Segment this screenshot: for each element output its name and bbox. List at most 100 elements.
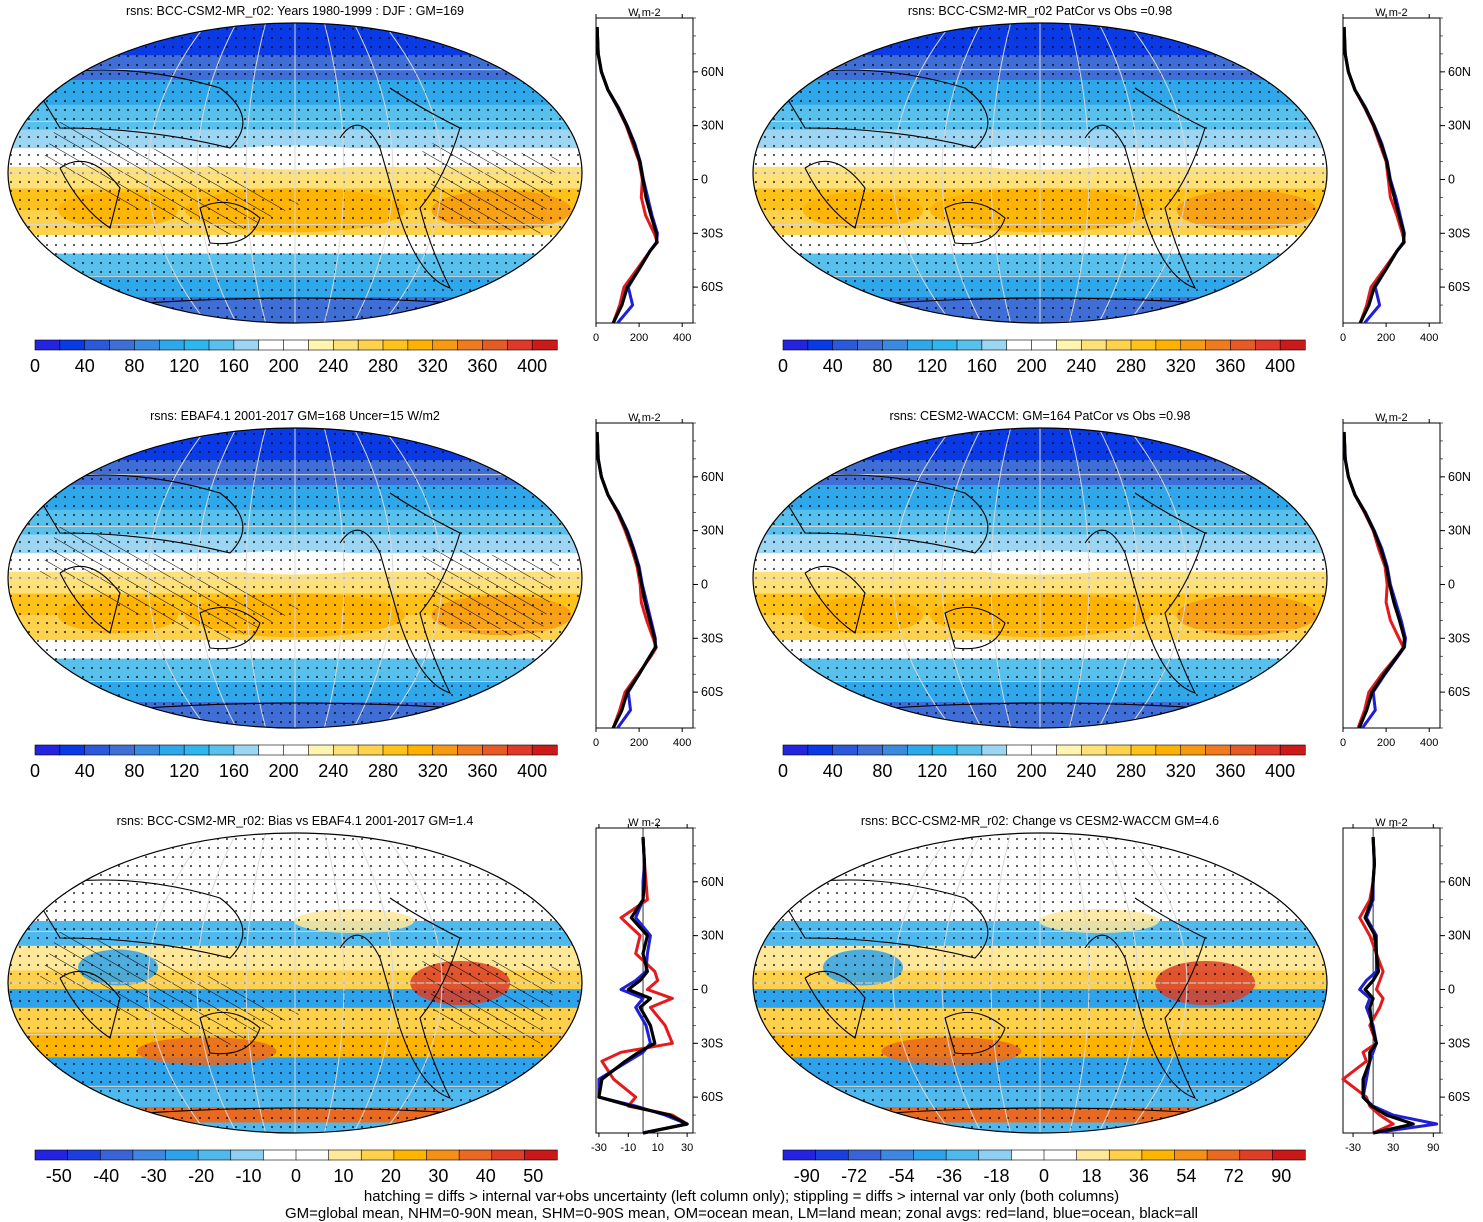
colorbar-label: 240: [318, 761, 348, 781]
graticule-line: [196, 833, 240, 1133]
coastline: [804, 160, 866, 229]
map-chart: [7, 832, 583, 1134]
colorbar-swatch: [531, 339, 558, 351]
x-tick-label: 0: [593, 332, 599, 344]
units-label: W m-2: [628, 817, 660, 829]
colorbar-swatch: [109, 339, 136, 351]
x-tick-label: 400: [1420, 332, 1438, 344]
colorbar-swatch: [357, 339, 384, 351]
graticule-line: [892, 833, 957, 1133]
x-tick-label: 90: [1427, 1142, 1439, 1154]
units-label: W m-2: [1375, 7, 1407, 19]
graticule-line: [350, 428, 394, 728]
coastline: [1084, 897, 1206, 1099]
profile-frame: [595, 17, 694, 324]
colorbar-swatch: [981, 339, 1008, 351]
colorbar-swatch: [847, 1149, 882, 1161]
colorbar-label: 40: [823, 761, 843, 781]
colorbar-label: 160: [967, 356, 997, 376]
map-field: [753, 23, 1327, 323]
colorbar-swatch: [1076, 1149, 1110, 1161]
footer-note-2: GM=global mean, NHM=0-90N mean, SHM=0-90…: [284, 1205, 1198, 1222]
colorbar-swatch: [332, 339, 359, 351]
zonal-line-all: [597, 836, 689, 1135]
colorbar-label: 40: [75, 761, 95, 781]
graticule-line: [147, 23, 212, 323]
x-tick-label: -30: [1345, 1142, 1361, 1154]
coastline: [774, 69, 989, 149]
graticule-line: [245, 833, 268, 1133]
colorbar-swatch: [1006, 339, 1033, 351]
colorbar-swatch: [981, 744, 1008, 756]
colorbar-swatch: [197, 1149, 232, 1161]
colorbar-swatch: [134, 339, 160, 351]
lat-tick-label: 30S: [701, 226, 723, 240]
colorbar-swatch: [99, 1149, 134, 1161]
zonal-line-all: [1361, 836, 1415, 1135]
coastline: [59, 160, 121, 229]
colorbar-swatch: [931, 744, 958, 756]
graticule-line: [350, 833, 394, 1133]
zonal-profile-chart: 0 200 400 W m-2 60N 30N 0 30S 60S: [593, 412, 724, 749]
map-border: [752, 832, 1328, 1134]
field-anomaly: [1236, 1112, 1316, 1133]
colorbar-swatch: [1031, 744, 1058, 756]
colorbar-label: 320: [1166, 761, 1196, 781]
coastline: [199, 606, 261, 650]
coastline: [199, 1011, 261, 1055]
colorbar-label: -72: [841, 1166, 867, 1186]
colorbar-swatch: [1130, 744, 1157, 756]
panel-title: rsns: BCC-CSM2-MR_r02: Change vs CESM2-W…: [860, 814, 1220, 828]
graticule-line: [990, 833, 1013, 1133]
colorbar-swatch: [233, 339, 260, 351]
panel-title: rsns: BCC-CSM2-MR_r02: Bias vs EBAF4.1 2…: [116, 814, 474, 828]
map-field: [753, 833, 1327, 1133]
colorbar-swatch: [233, 744, 260, 756]
graticule-line: [892, 428, 957, 728]
coastline: [339, 492, 461, 694]
graticule-line: [941, 23, 985, 323]
colorbar: 0 40 80 120 160 200 240 280 320 360 400: [30, 339, 558, 376]
colorbar-swatch: [458, 1149, 493, 1161]
units-label: W m-2: [1375, 817, 1407, 829]
lat-tick-label: 60S: [701, 1090, 723, 1104]
colorbar-label: 400: [1265, 356, 1295, 376]
colorbar-swatch: [482, 339, 508, 351]
colorbar-swatch: [283, 339, 310, 351]
colorbar-swatch: [1130, 339, 1157, 351]
colorbar-swatch: [482, 744, 508, 756]
colorbar-label: 360: [1215, 356, 1245, 376]
colorbar-swatch: [357, 744, 384, 756]
graticule-line: [1095, 833, 1139, 1133]
colorbar-swatch: [34, 339, 61, 351]
colorbar-label: 120: [169, 761, 199, 781]
colorbar-label: 320: [418, 356, 448, 376]
map-field: [8, 23, 582, 323]
coastline: [29, 879, 244, 959]
graticule-line: [196, 428, 240, 728]
colorbar-label: -10: [236, 1166, 262, 1186]
lat-tick-label: 60S: [701, 280, 723, 294]
colorbar-label: 240: [1066, 356, 1096, 376]
colorbar-swatch: [308, 339, 334, 351]
colorbar-label: 50: [523, 1166, 543, 1186]
colorbar-label: 360: [467, 761, 497, 781]
coastline: [339, 897, 461, 1099]
colorbar-swatch: [208, 744, 235, 756]
map-border: [7, 427, 583, 729]
colorbar-swatch: [1230, 339, 1256, 351]
colorbar: 0 40 80 120 160 200 240 280 320 360 400: [30, 744, 558, 781]
colorbar-swatch: [332, 744, 359, 756]
graticule-line: [322, 833, 345, 1133]
colorbar-swatch: [1279, 339, 1306, 351]
colorbar: 0 40 80 120 160 200 240 280 320 360 400: [778, 339, 1306, 376]
colorbar-swatch: [857, 744, 884, 756]
map-field: [8, 428, 582, 728]
colorbar-swatch: [1206, 1149, 1241, 1161]
lat-tick-label: 60N: [701, 65, 724, 79]
graticule-line: [322, 428, 345, 728]
colorbar-swatch: [1239, 1149, 1273, 1161]
profile-frame: [1342, 17, 1441, 324]
panel-title: rsns: BCC-CSM2-MR_r02 PatCor vs Obs =0.9…: [907, 4, 1173, 18]
colorbar-swatch: [782, 339, 809, 351]
